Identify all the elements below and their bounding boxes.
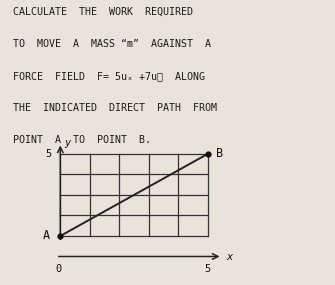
Text: x: x <box>226 251 233 262</box>
Text: B: B <box>216 147 223 160</box>
Text: TO  MOVE  A  MASS “m”  AGAINST  A: TO MOVE A MASS “m” AGAINST A <box>13 39 211 49</box>
Text: A: A <box>43 229 50 243</box>
Text: THE  INDICATED  DIRECT  PATH  FROM: THE INDICATED DIRECT PATH FROM <box>13 103 217 113</box>
Text: 5: 5 <box>46 149 52 159</box>
Text: 0: 0 <box>56 264 62 274</box>
Text: FORCE  FIELD  F= 5uₓ +7uᵧ  ALONG: FORCE FIELD F= 5uₓ +7uᵧ ALONG <box>13 71 205 81</box>
Text: y: y <box>64 138 71 148</box>
Text: 5: 5 <box>205 264 211 274</box>
Text: CALCULATE  THE  WORK  REQUIRED: CALCULATE THE WORK REQUIRED <box>13 7 193 17</box>
Text: POINT  A  TO  POINT  B.: POINT A TO POINT B. <box>13 135 151 145</box>
